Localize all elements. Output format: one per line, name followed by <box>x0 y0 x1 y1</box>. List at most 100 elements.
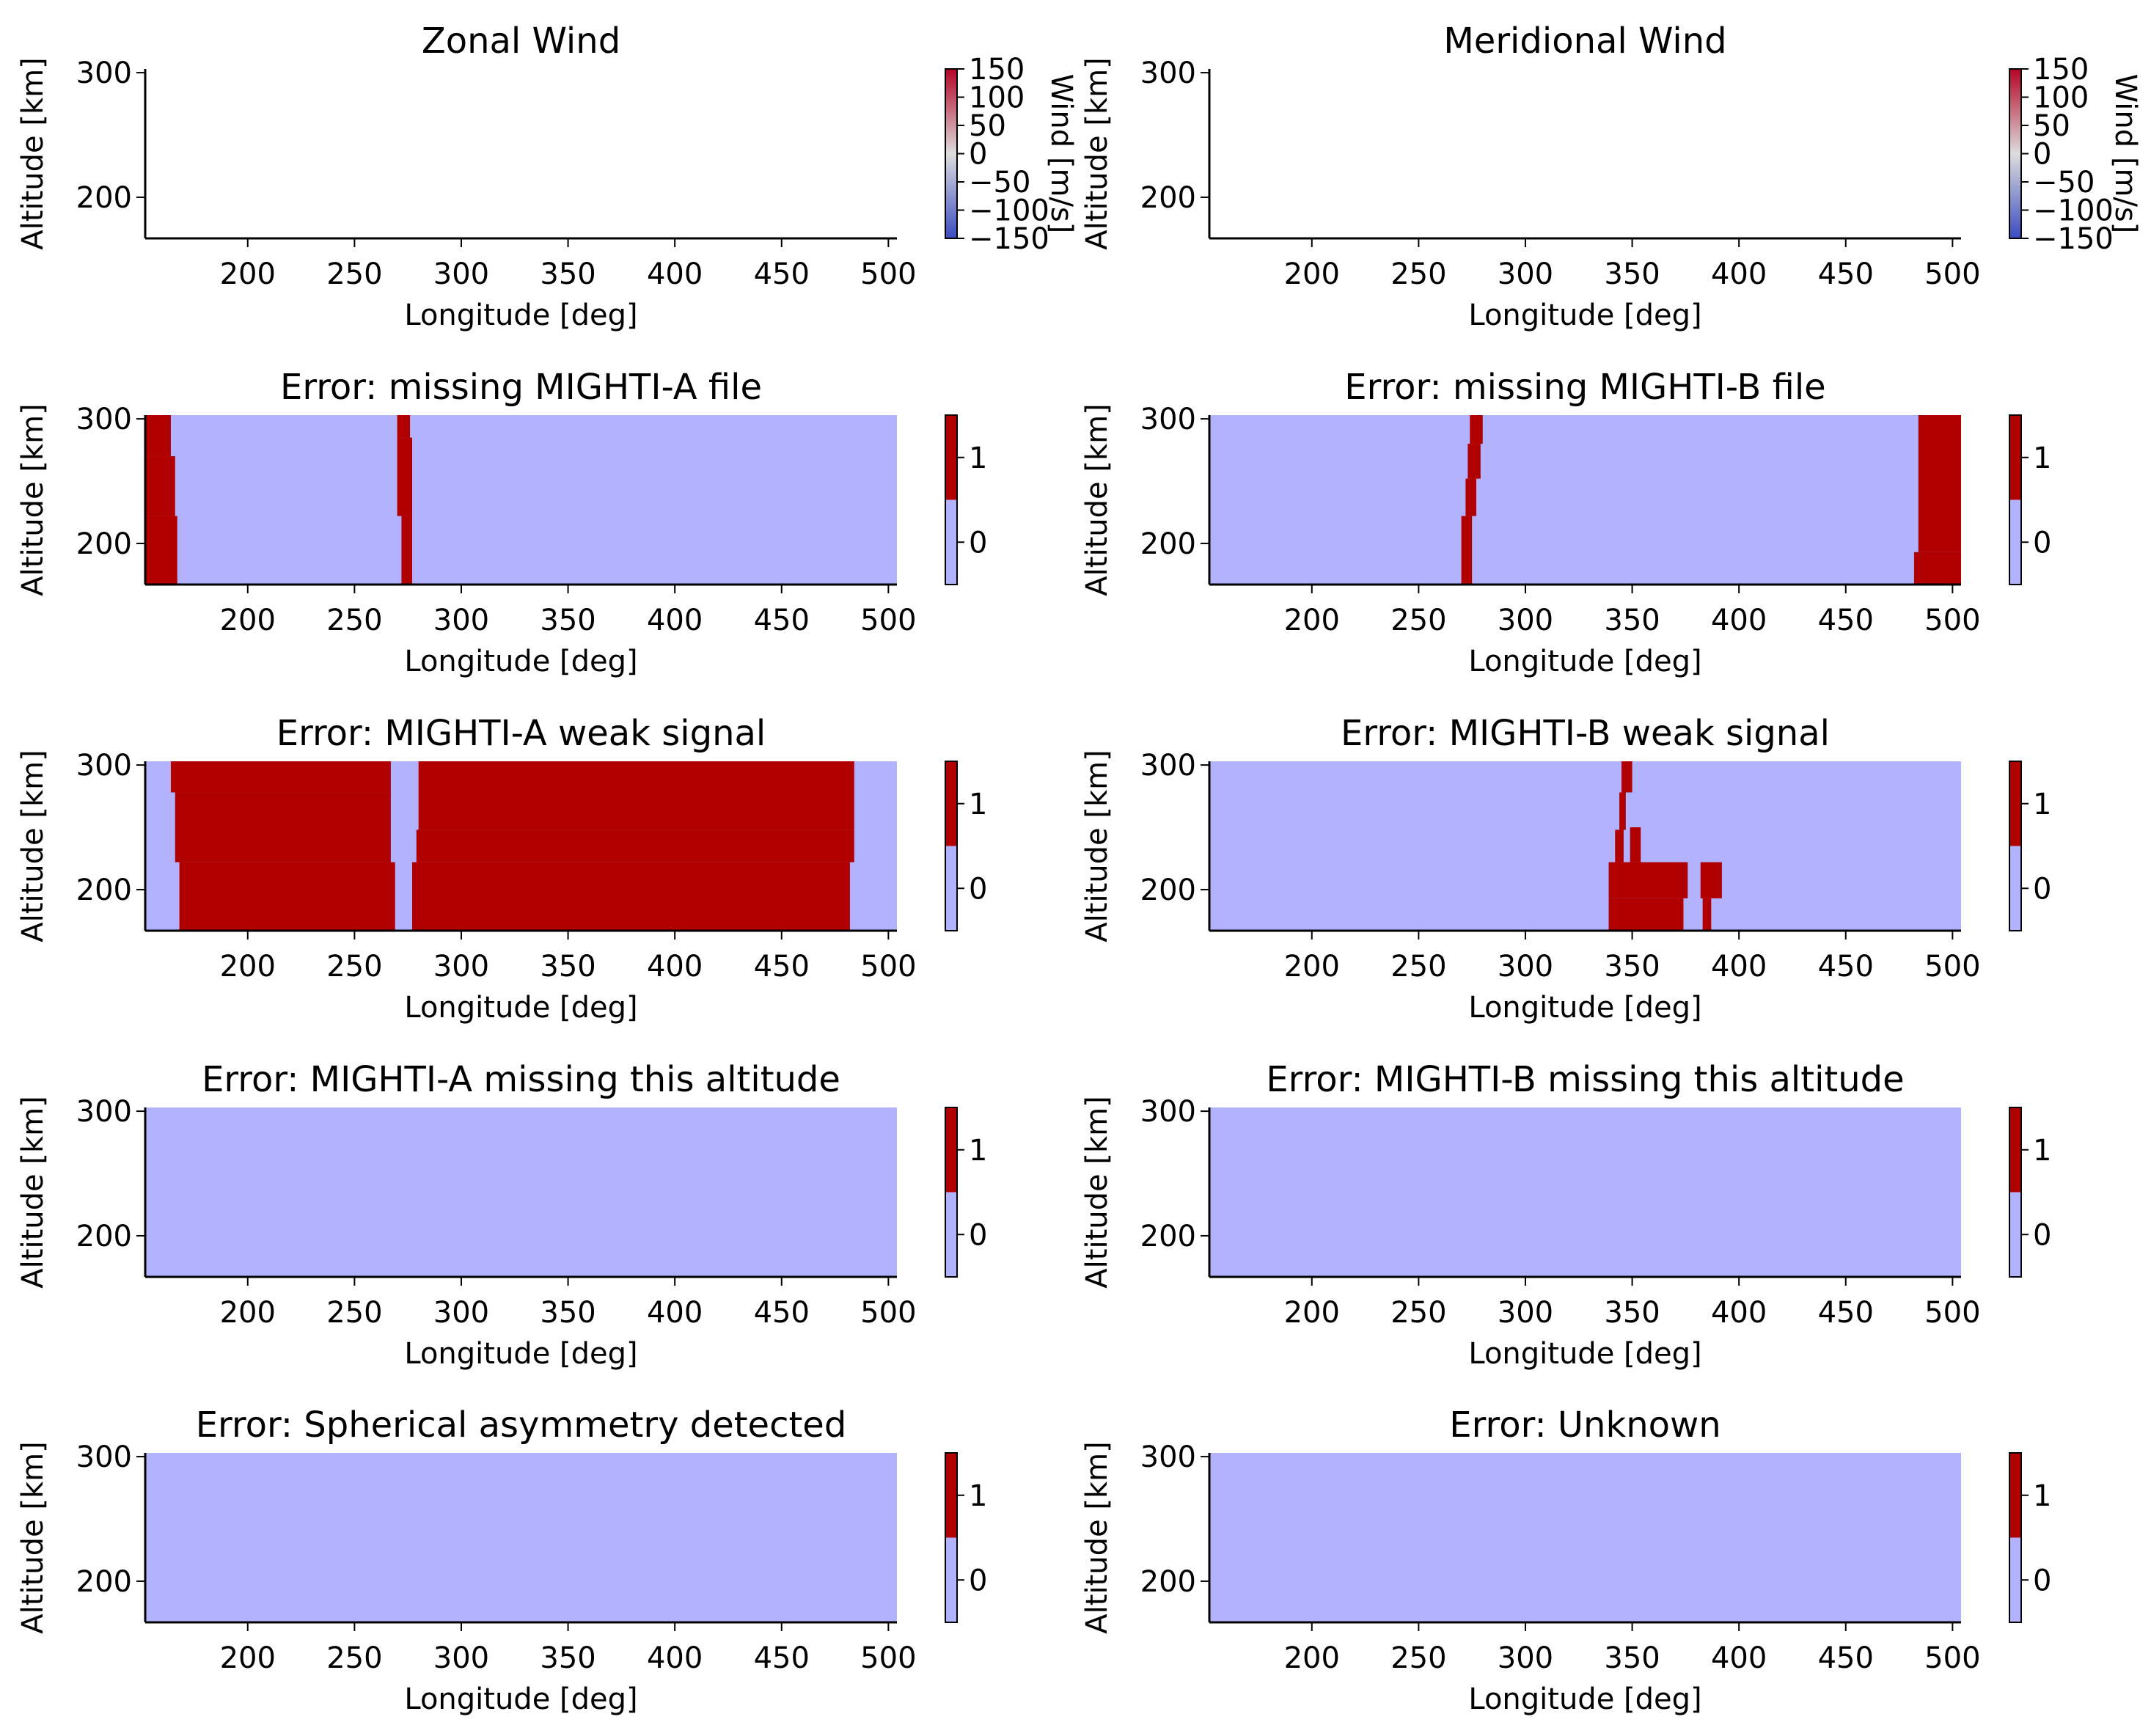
x-tick-label: 200 <box>220 1296 276 1330</box>
subplot-4: Error: missing MIGHTI-B file 200 250 300 350… <box>1080 367 2051 678</box>
subplot-3: Error: missing MIGHTI-A file 200 250 300 350… <box>16 367 987 678</box>
colorbar-outline <box>2009 761 2022 931</box>
y-tick-label: 300 <box>76 56 132 90</box>
x-tick-label: 400 <box>647 1296 703 1330</box>
colorbar-segment-1 <box>2009 761 2021 846</box>
x-tick-label: 250 <box>326 604 382 637</box>
x-tick-label: 500 <box>1924 1296 1980 1330</box>
colorbar-tick-label: 0 <box>2033 1218 2051 1252</box>
subplot-title: Error: missing MIGHTI-A file <box>280 367 762 408</box>
x-tick-label: 350 <box>1604 257 1660 291</box>
colorbar-tick-label: 0 <box>969 526 987 560</box>
colorbar-tick-label: −50 <box>2033 166 2095 199</box>
x-tick-label: 400 <box>647 604 703 637</box>
subplot-9: Error: Spherical asymmetry detected 200 25… <box>16 1404 987 1716</box>
colorbar-segment-0 <box>945 1192 957 1277</box>
colorbar-label: Wind [m/s] <box>2108 74 2142 234</box>
flag-region <box>418 761 854 830</box>
colorbar: 10 <box>945 1107 987 1278</box>
x-axis-label: Longitude [deg] <box>1468 1682 1701 1716</box>
colorbar-segment-1 <box>945 761 957 846</box>
x-tick-label: 500 <box>860 1641 916 1675</box>
x-tick-label: 200 <box>1284 950 1340 984</box>
x-tick-label: 300 <box>1498 950 1553 984</box>
y-axis-label: Altitude [km] <box>1080 57 1114 249</box>
x-tick-label: 450 <box>1818 1641 1874 1675</box>
colorbar-tick-label: −100 <box>2033 194 2114 228</box>
plot-area <box>145 69 897 238</box>
colorbar-tick-label: 150 <box>2033 53 2089 87</box>
colorbar-outline <box>945 1452 958 1623</box>
colorbar-tick-label: 50 <box>2033 109 2070 143</box>
colorbar: 10 <box>2009 1107 2051 1278</box>
colorbar-tick-label: 0 <box>2033 526 2051 560</box>
subplot-title: Meridional Wind <box>1443 21 1726 62</box>
flag-region <box>1467 444 1481 479</box>
x-tick-label: 350 <box>1604 604 1660 637</box>
x-tick-label: 250 <box>326 1296 382 1330</box>
y-tick-label: 200 <box>1140 527 1196 561</box>
x-tick-label: 350 <box>1604 1641 1660 1675</box>
x-tick-label: 350 <box>540 257 596 291</box>
plot-area <box>1209 1453 1961 1622</box>
flag-region <box>401 516 412 585</box>
colorbar-tick-label: 1 <box>2033 1479 2051 1513</box>
x-tick-label: 350 <box>540 1641 596 1675</box>
subplot-10: Error: Unknown 200 250 300 350 400 450 500 200 30… <box>1080 1404 2051 1716</box>
colorbar-gradient <box>2009 69 2021 238</box>
y-tick-label: 200 <box>76 874 132 907</box>
y-tick-label: 200 <box>1140 181 1196 215</box>
x-tick-label: 500 <box>1924 257 1980 291</box>
colorbar: 10 <box>2009 1452 2051 1623</box>
colorbar-outline <box>945 414 958 585</box>
colorbar-segment-0 <box>945 1537 957 1622</box>
colorbar-segment-0 <box>2009 499 2021 585</box>
colorbar-tick-label: 0 <box>2033 872 2051 906</box>
y-axis-label: Altitude [km] <box>1080 1441 1114 1633</box>
colorbar-tick-label: 0 <box>969 138 987 172</box>
colorbar-label: Wind [m/s] <box>1044 74 1078 234</box>
x-tick-label: 400 <box>1711 950 1767 984</box>
flag-region <box>1615 829 1624 862</box>
x-tick-label: 250 <box>1390 1296 1446 1330</box>
colorbar-tick-label: −150 <box>2033 222 2114 256</box>
y-axis-label: Altitude [km] <box>1080 403 1114 596</box>
x-tick-label: 250 <box>326 257 382 291</box>
x-tick-label: 350 <box>540 604 596 637</box>
x-axis-label: Longitude [deg] <box>1468 299 1701 332</box>
x-tick-label: 200 <box>1284 604 1340 637</box>
y-tick-label: 200 <box>76 1565 132 1599</box>
colorbar: 10 <box>945 761 987 931</box>
colorbar-tick-label: 0 <box>969 872 987 906</box>
plot-area <box>145 1107 897 1277</box>
x-tick-label: 200 <box>220 257 276 291</box>
colorbar-tick-label: 0 <box>969 1218 987 1252</box>
colorbar-tick-label: 1 <box>2033 442 2051 475</box>
y-axis-label: Altitude [km] <box>16 57 50 249</box>
x-tick-label: 200 <box>1284 257 1340 291</box>
y-tick-label: 200 <box>76 527 132 561</box>
y-tick-label: 200 <box>1140 1220 1196 1253</box>
y-tick-label: 300 <box>76 1440 132 1474</box>
plot-area <box>1209 761 1961 931</box>
x-tick-label: 300 <box>1498 1296 1553 1330</box>
colorbar-segment-0 <box>945 846 957 931</box>
x-tick-label: 500 <box>860 1296 916 1330</box>
colorbar-tick-label: 0 <box>969 1564 987 1597</box>
x-tick-label: 250 <box>1390 1641 1446 1675</box>
flag-region <box>179 862 395 931</box>
x-tick-label: 300 <box>433 604 489 637</box>
y-tick-label: 200 <box>1140 1565 1196 1599</box>
colorbar-tick-label: 0 <box>2033 138 2051 172</box>
x-tick-label: 300 <box>433 1641 489 1675</box>
x-tick-label: 300 <box>433 1296 489 1330</box>
colorbar: 10 <box>945 414 987 585</box>
x-tick-label: 450 <box>1818 257 1874 291</box>
colorbar-tick-label: 100 <box>2033 81 2089 115</box>
flag-region <box>1913 552 1961 585</box>
flag-region <box>1608 862 1688 898</box>
y-axis-label: Altitude [km] <box>1080 1096 1114 1288</box>
x-tick-label: 400 <box>647 950 703 984</box>
y-tick-label: 300 <box>76 403 132 436</box>
